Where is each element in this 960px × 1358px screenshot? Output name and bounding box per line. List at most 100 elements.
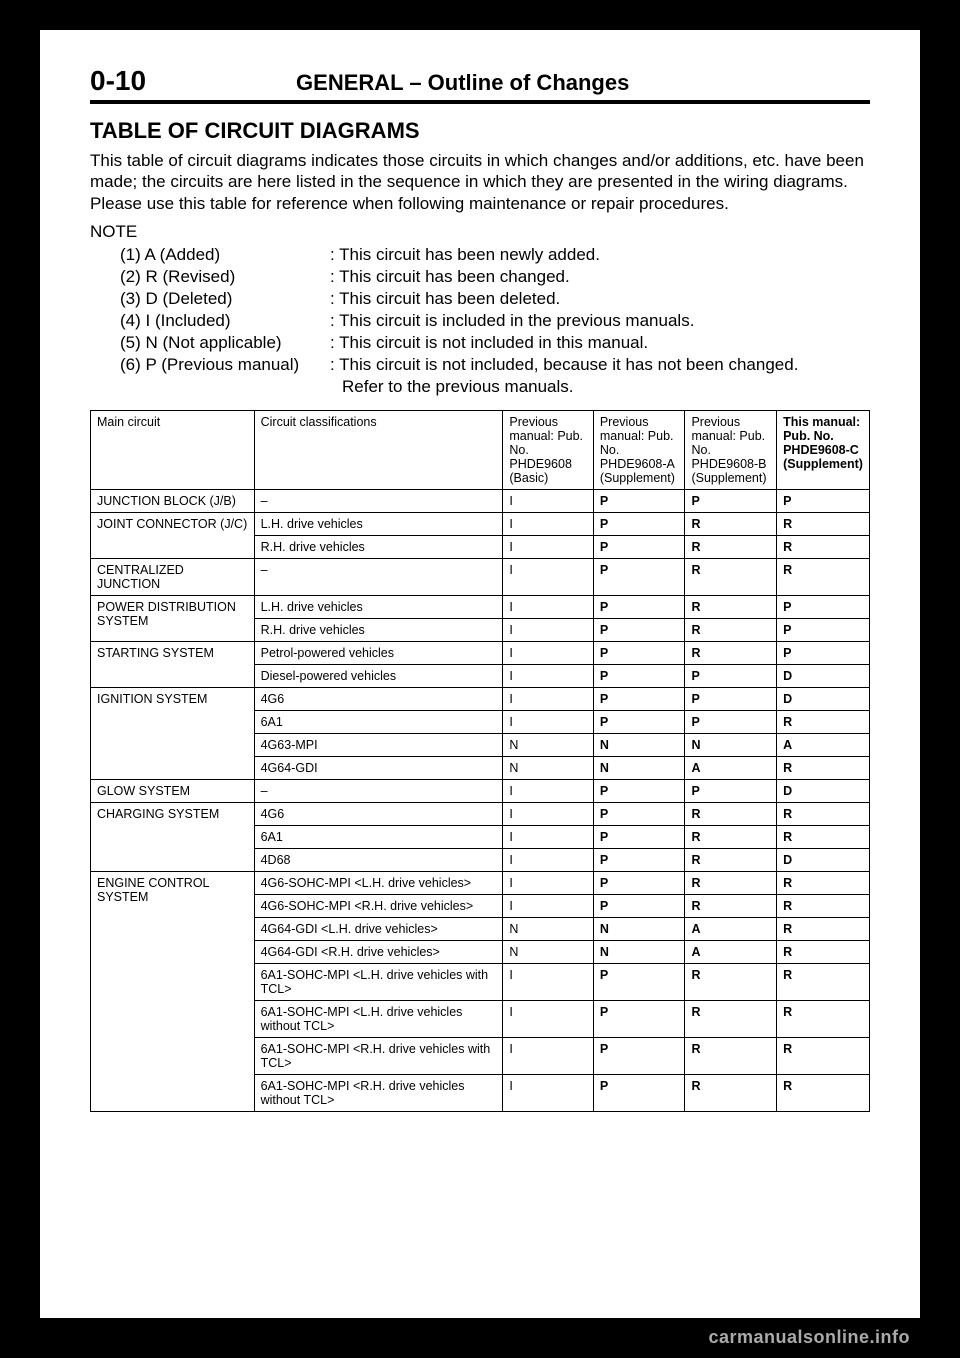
- cell-class: R.H. drive vehicles: [254, 619, 503, 642]
- cell-class: 4G64-GDI <L.H. drive vehicles>: [254, 918, 503, 941]
- cell-value: P: [593, 688, 685, 711]
- note-row: (4) I (Included): This circuit is includ…: [120, 310, 870, 332]
- col-header: This manual: Pub. No. PHDE9608-C (Supple…: [777, 411, 870, 490]
- cell-value: D: [777, 688, 870, 711]
- cell-main: IGNITION SYSTEM: [91, 688, 255, 780]
- cell-value: D: [777, 780, 870, 803]
- cell-class: 4G64-GDI <R.H. drive vehicles>: [254, 941, 503, 964]
- cell-value: P: [777, 619, 870, 642]
- cell-value: R: [685, 964, 777, 1001]
- table-row: JOINT CONNECTOR (J/C)L.H. drive vehicles…: [91, 513, 870, 536]
- cell-value: P: [593, 964, 685, 1001]
- cell-class: 6A1-SOHC-MPI <L.H. drive vehicles with T…: [254, 964, 503, 1001]
- cell-value: P: [593, 872, 685, 895]
- cell-value: I: [503, 964, 593, 1001]
- cell-value: N: [503, 918, 593, 941]
- cell-value: I: [503, 536, 593, 559]
- cell-value: P: [593, 780, 685, 803]
- note-row: (6) P (Previous manual): This circuit is…: [120, 354, 870, 376]
- cell-value: I: [503, 513, 593, 536]
- cell-value: A: [685, 918, 777, 941]
- cell-value: I: [503, 596, 593, 619]
- cell-value: R: [685, 513, 777, 536]
- table-row: STARTING SYSTEMPetrol-powered vehiclesIP…: [91, 642, 870, 665]
- cell-value: R: [777, 872, 870, 895]
- intro-text: This table of circuit diagrams indicates…: [90, 150, 870, 214]
- cell-value: R: [685, 536, 777, 559]
- cell-class: 4G63-MPI: [254, 734, 503, 757]
- cell-value: R: [777, 536, 870, 559]
- cell-value: P: [685, 780, 777, 803]
- cell-value: I: [503, 559, 593, 596]
- section-title: TABLE OF CIRCUIT DIAGRAMS: [90, 118, 870, 144]
- cell-value: N: [593, 757, 685, 780]
- cell-class: 6A1-SOHC-MPI <L.H. drive vehicles withou…: [254, 1001, 503, 1038]
- cell-class: Petrol-powered vehicles: [254, 642, 503, 665]
- cell-class: L.H. drive vehicles: [254, 596, 503, 619]
- cell-value: P: [593, 559, 685, 596]
- cell-value: I: [503, 1075, 593, 1112]
- cell-value: R: [685, 642, 777, 665]
- cell-value: P: [593, 1001, 685, 1038]
- cell-value: P: [685, 490, 777, 513]
- cell-value: I: [503, 826, 593, 849]
- cell-class: –: [254, 490, 503, 513]
- cell-value: N: [593, 734, 685, 757]
- note-label: NOTE: [90, 222, 870, 242]
- col-header: Previous manual: Pub. No. PHDE9608 (Basi…: [503, 411, 593, 490]
- cell-value: R: [777, 964, 870, 1001]
- cell-value: P: [593, 1075, 685, 1112]
- cell-value: R: [777, 711, 870, 734]
- cell-value: I: [503, 711, 593, 734]
- table-row: CENTRALIZED JUNCTION–IPRR: [91, 559, 870, 596]
- cell-value: R: [685, 596, 777, 619]
- table-row: JUNCTION BLOCK (J/B)–IPPP: [91, 490, 870, 513]
- cell-class: 4G6-SOHC-MPI <L.H. drive vehicles>: [254, 872, 503, 895]
- cell-value: I: [503, 872, 593, 895]
- table-row: GLOW SYSTEM–IPPD: [91, 780, 870, 803]
- cell-value: P: [777, 642, 870, 665]
- cell-main: GLOW SYSTEM: [91, 780, 255, 803]
- cell-value: P: [777, 596, 870, 619]
- cell-value: N: [685, 734, 777, 757]
- cell-value: N: [503, 757, 593, 780]
- cell-value: P: [593, 895, 685, 918]
- cell-value: R: [685, 849, 777, 872]
- cell-class: 6A1-SOHC-MPI <R.H. drive vehicles with T…: [254, 1038, 503, 1075]
- table-row: POWER DISTRIBUTION SYSTEML.H. drive vehi…: [91, 596, 870, 619]
- table-row: CHARGING SYSTEM4G6IPRR: [91, 803, 870, 826]
- cell-class: 4G6: [254, 688, 503, 711]
- cell-value: P: [685, 665, 777, 688]
- cell-value: P: [593, 803, 685, 826]
- note-continuation: Refer to the previous manuals.: [342, 376, 870, 398]
- cell-value: R: [777, 1075, 870, 1112]
- header-title: GENERAL – Outline of Changes: [296, 70, 629, 96]
- cell-class: 4G6-SOHC-MPI <R.H. drive vehicles>: [254, 895, 503, 918]
- cell-value: I: [503, 642, 593, 665]
- cell-class: –: [254, 780, 503, 803]
- cell-class: –: [254, 559, 503, 596]
- cell-value: P: [593, 826, 685, 849]
- cell-value: N: [593, 941, 685, 964]
- cell-value: R: [685, 803, 777, 826]
- cell-value: P: [685, 688, 777, 711]
- cell-value: R: [777, 918, 870, 941]
- cell-value: R: [685, 895, 777, 918]
- cell-value: R: [685, 619, 777, 642]
- cell-value: D: [777, 665, 870, 688]
- col-header: Circuit classifications: [254, 411, 503, 490]
- cell-value: R: [777, 1038, 870, 1075]
- cell-value: R: [777, 559, 870, 596]
- cell-class: 4D68: [254, 849, 503, 872]
- cell-value: I: [503, 849, 593, 872]
- cell-value: P: [593, 642, 685, 665]
- cell-value: P: [593, 596, 685, 619]
- cell-class: 6A1: [254, 711, 503, 734]
- note-row: (5) N (Not applicable): This circuit is …: [120, 332, 870, 354]
- col-header: Previous manual: Pub. No. PHDE9608-A (Su…: [593, 411, 685, 490]
- table-header-row: Main circuit Circuit classifications Pre…: [91, 411, 870, 490]
- cell-main: JUNCTION BLOCK (J/B): [91, 490, 255, 513]
- cell-value: I: [503, 780, 593, 803]
- note-list: (1) A (Added): This circuit has been new…: [120, 244, 870, 399]
- page-number: 0-10: [90, 65, 146, 97]
